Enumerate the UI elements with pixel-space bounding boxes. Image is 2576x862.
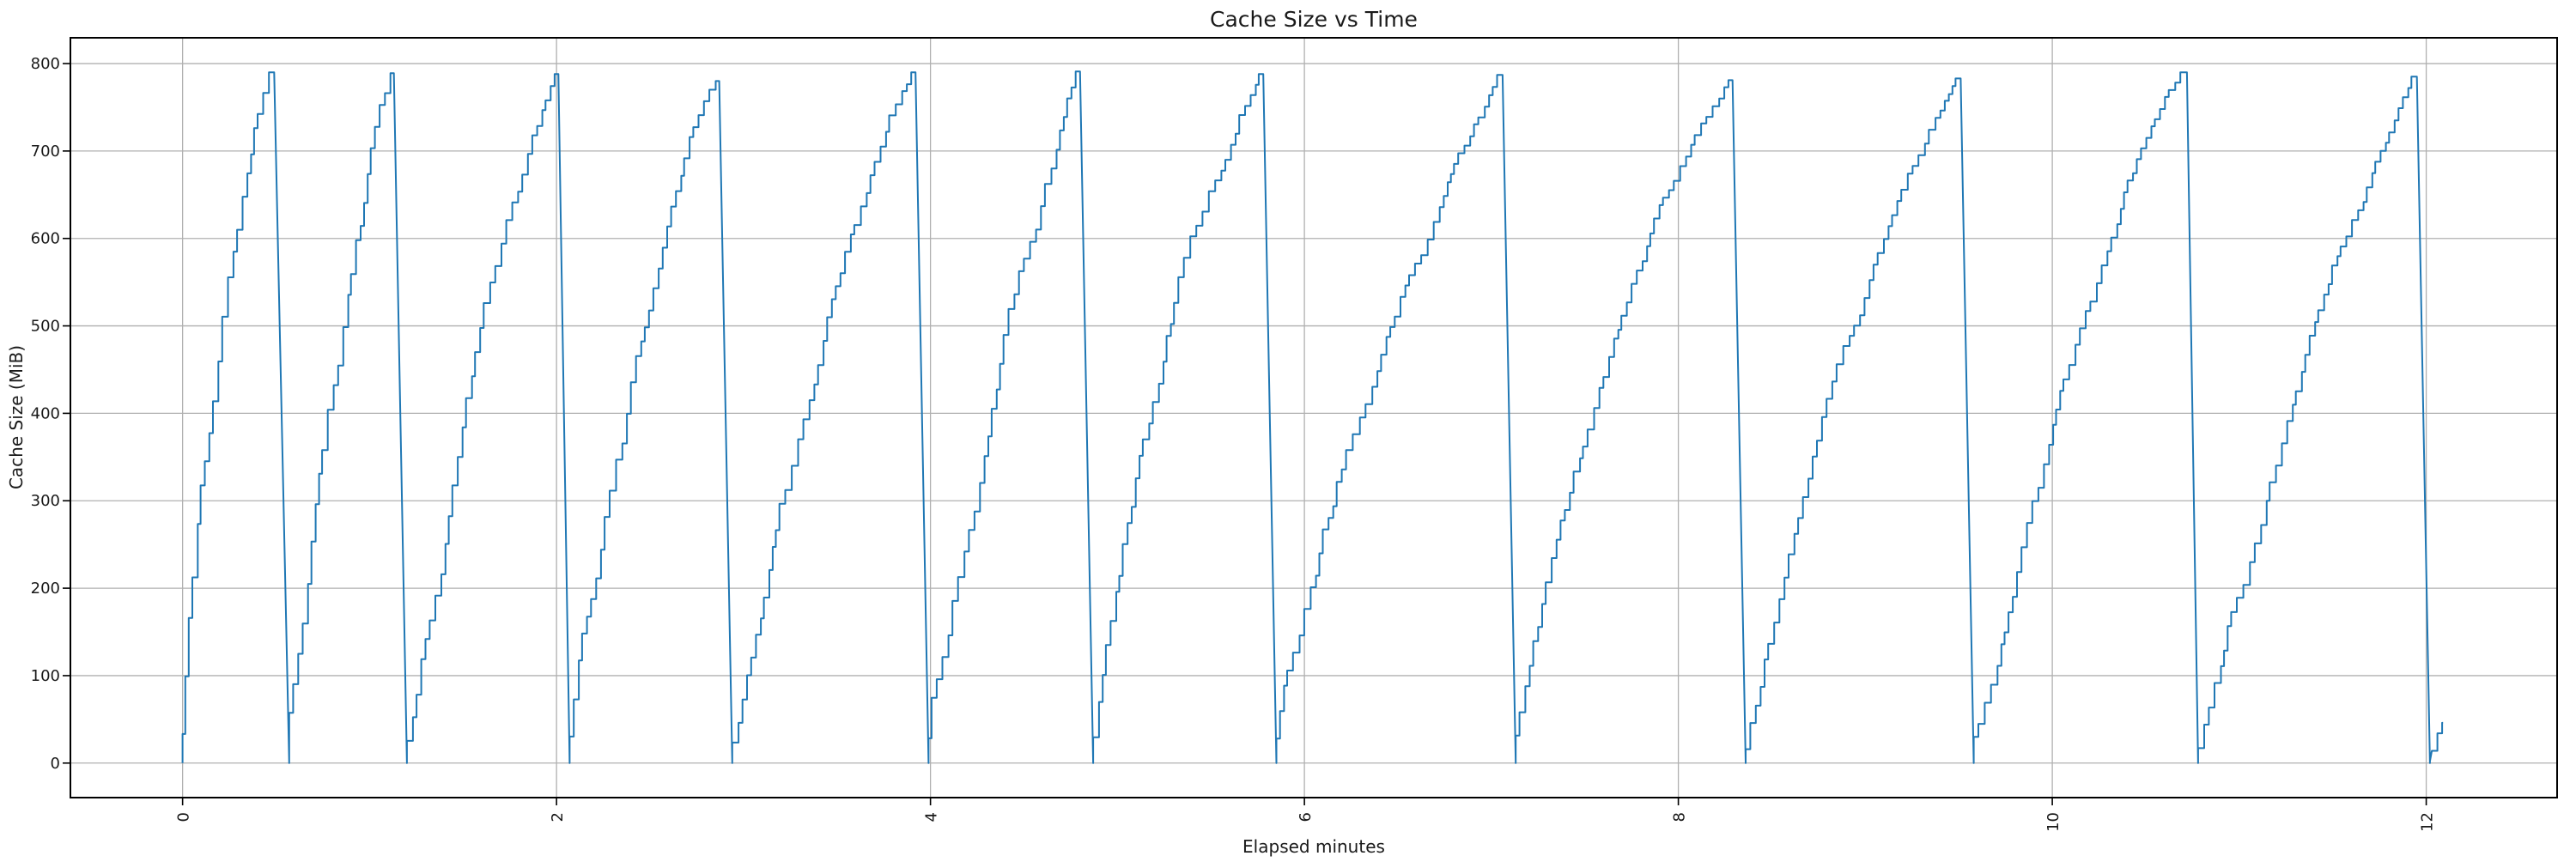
y-tick-label: 100 [31, 667, 60, 685]
x-tick-label: 4 [923, 812, 941, 822]
y-tick-label: 400 [31, 404, 60, 422]
x-tick-label: 12 [2419, 812, 2437, 832]
y-axis-label: Cache Size (MiB) [6, 345, 27, 489]
plot-border [70, 37, 2558, 798]
x-tick-label: 6 [1297, 812, 1315, 822]
tick-layer: 0 2 4 6 8 10 12 0 100 200 300 400 500 600 700 800 [31, 55, 2437, 832]
y-tick-label: 200 [31, 580, 60, 598]
y-tick-label: 500 [31, 318, 60, 336]
x-tick-label: 8 [1671, 812, 1689, 822]
y-tick-label: 600 [31, 230, 60, 248]
cache-size-line [181, 70, 2444, 764]
x-tick-label: 10 [2044, 812, 2063, 832]
x-axis-label: Elapsed minutes [1242, 836, 1385, 857]
series-layer [181, 70, 2444, 764]
y-tick-label: 0 [51, 755, 60, 773]
x-tick-label: 0 [175, 812, 193, 822]
grid-layer [70, 38, 2557, 798]
y-tick-label: 300 [31, 492, 60, 510]
y-tick-label: 800 [31, 55, 60, 73]
y-tick-label: 700 [31, 143, 60, 161]
chart-title: Cache Size vs Time [1210, 7, 1418, 32]
x-tick-label: 2 [549, 812, 567, 822]
